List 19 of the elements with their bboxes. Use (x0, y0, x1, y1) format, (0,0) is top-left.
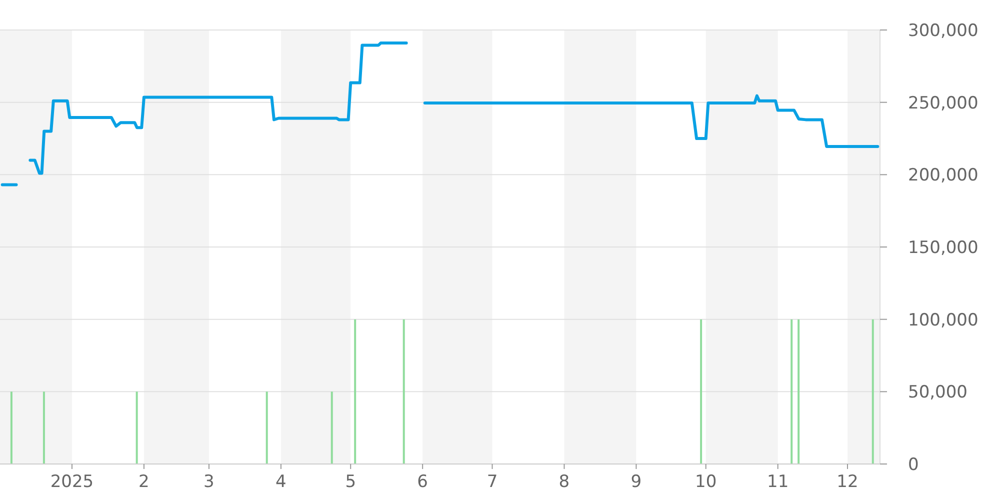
y-tick-label: 0 (908, 455, 919, 476)
x-tick-label: 11 (767, 472, 789, 492)
y-tick-label: 50,000 (908, 382, 968, 403)
x-tick-label: 2 (138, 472, 150, 492)
x-tick-label: 7 (486, 472, 498, 492)
x-tick-label: 12 (836, 472, 858, 492)
x-tick-label: 4 (276, 472, 286, 492)
x-tick-label: 9 (630, 472, 642, 492)
y-tick-label: 300,000 (908, 21, 978, 42)
x-tick-label: 5 (345, 472, 356, 492)
x-tick-label: 2025 (50, 472, 94, 492)
y-tick-label: 150,000 (908, 238, 978, 258)
x-tick-label: 3 (204, 472, 214, 492)
x-tick-label: 6 (417, 472, 428, 492)
x-tick-label: 8 (558, 472, 570, 492)
x-tick-label: 10 (695, 472, 717, 492)
y-tick-label: 100,000 (908, 310, 978, 330)
y-tick-label: 200,000 (908, 166, 978, 186)
y-tick-label: 250,000 (908, 93, 978, 114)
